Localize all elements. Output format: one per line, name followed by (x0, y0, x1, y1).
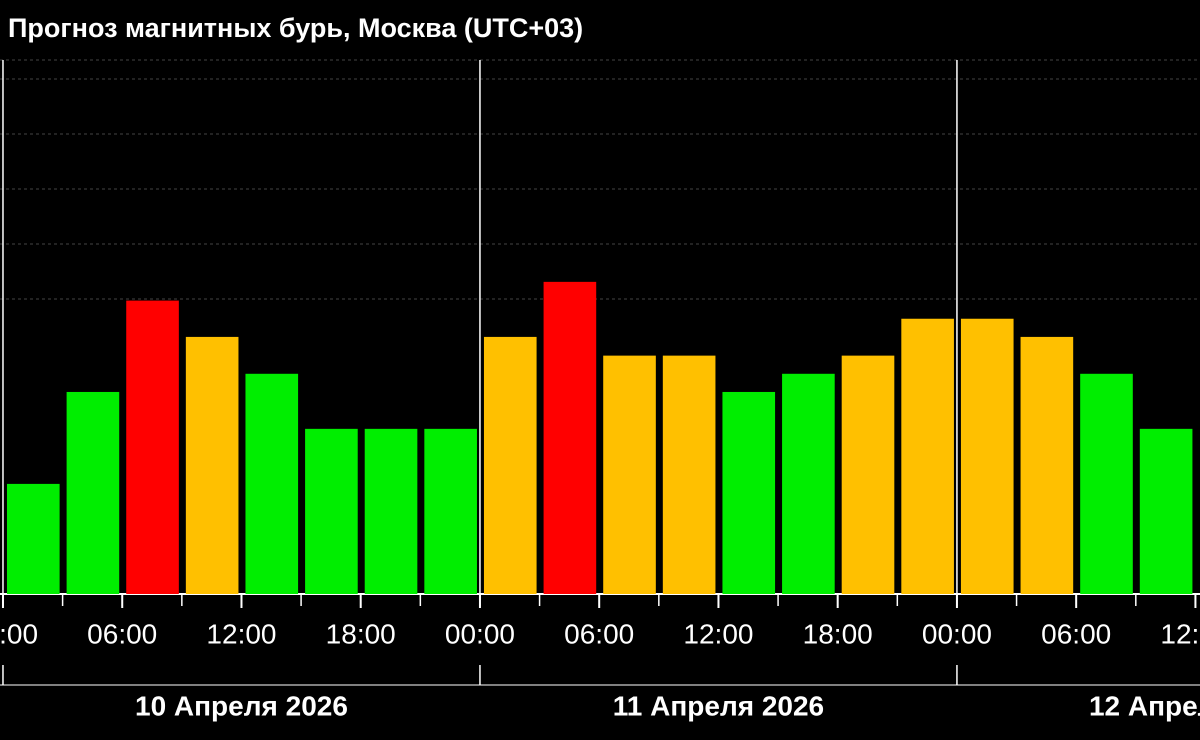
x-tick-label: 00:00 (922, 618, 992, 649)
x-tick-label: 06:00 (87, 618, 157, 649)
x-tick-label: 12:00 (1160, 618, 1200, 649)
x-tick-label: 18:00 (326, 618, 396, 649)
bar (662, 355, 716, 594)
day-label: 10 Апреля 2026 (135, 690, 348, 721)
bar (1139, 428, 1193, 594)
day-label: 12 Апреля 2026 (1089, 690, 1200, 721)
x-tick-label: 12:00 (683, 618, 753, 649)
x-tick-label: 12:00 (206, 618, 276, 649)
bar (722, 391, 776, 594)
bar (841, 355, 895, 594)
x-tick-label: 00:00 (0, 618, 38, 649)
x-tick-label: 06:00 (1041, 618, 1111, 649)
bar (1020, 336, 1074, 594)
bar (1080, 373, 1133, 594)
bar (424, 428, 477, 594)
chart-title: Прогноз магнитных бурь, Москва (UTC+03) (8, 13, 583, 43)
bar (543, 281, 597, 594)
bar (364, 428, 418, 594)
bar (782, 373, 835, 594)
bar (901, 318, 954, 594)
bar (960, 318, 1014, 594)
x-tick-label: 18:00 (803, 618, 873, 649)
bar (185, 336, 239, 594)
bar (66, 391, 120, 594)
day-label: 11 Апреля 2026 (613, 690, 824, 721)
bar (126, 300, 179, 594)
bar (305, 428, 358, 594)
x-tick-label: 06:00 (564, 618, 634, 649)
bar (483, 336, 537, 594)
bar (603, 355, 656, 594)
bar (245, 373, 299, 594)
x-tick-label: 00:00 (445, 618, 515, 649)
bar (6, 483, 60, 594)
